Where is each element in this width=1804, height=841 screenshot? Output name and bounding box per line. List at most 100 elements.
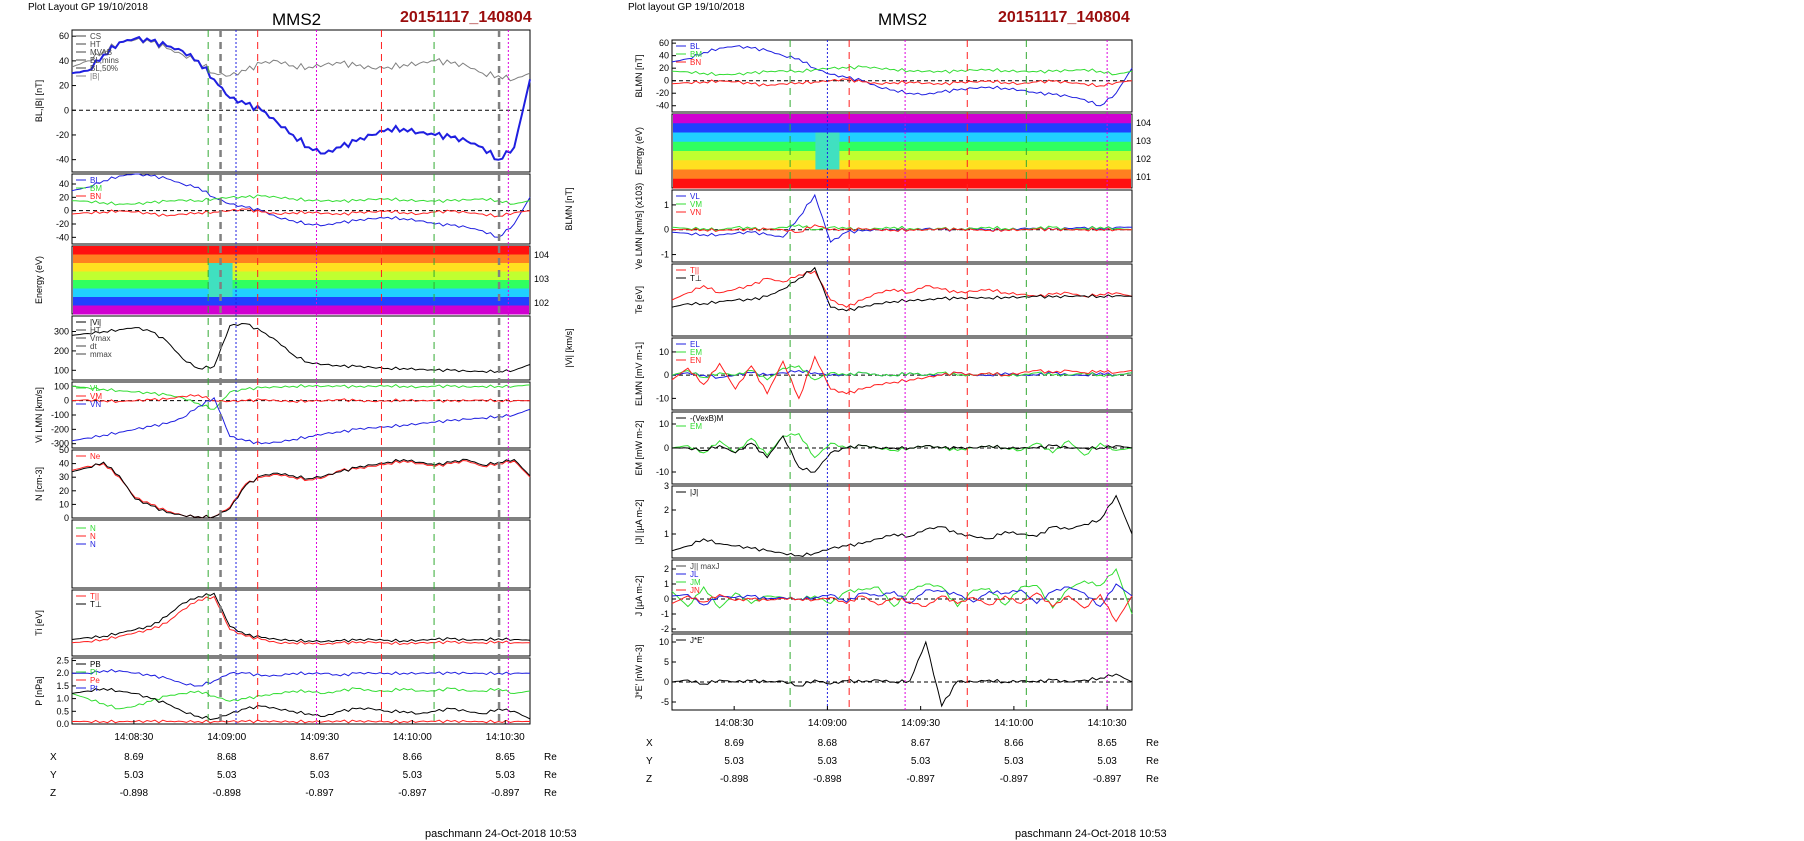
series-line — [71, 719, 531, 724]
y-axis-label: BLMN [nT] — [634, 54, 644, 97]
ephemeris-value: 8.65 — [1097, 738, 1117, 749]
panel-frame — [671, 337, 1133, 411]
ephemeris-value: 8.68 — [818, 738, 838, 749]
legend-label: CS — [90, 32, 101, 41]
layout-label: Plot layout GP 19/10/2018 — [628, 2, 745, 13]
series-line — [671, 567, 1133, 615]
legend-label: -(VexB)M — [690, 414, 724, 423]
series-line — [671, 270, 1133, 308]
spectrogram-band — [673, 123, 1131, 133]
series-line — [671, 45, 1133, 107]
spectrogram-band — [73, 288, 529, 298]
legend-label: EM — [690, 348, 702, 357]
spectrogram-band — [673, 151, 1131, 161]
y-tick-label: 0 — [64, 513, 69, 523]
series-line — [671, 365, 1133, 381]
y-axis-label: Ti [eV] — [34, 610, 44, 636]
x-tick-label: 14:09:30 — [901, 718, 940, 729]
series-line — [671, 592, 1133, 623]
panel-1: BL,|B| [nT] 60 40 20 0 -20 -40 CSHTMVABBL,minsB… — [34, 29, 531, 173]
legend-label: BN — [690, 58, 701, 67]
legend-label: MVAB — [90, 48, 112, 57]
legend-label: VM — [90, 392, 102, 401]
y-tick-label: 40 — [59, 459, 69, 469]
legend-label: HT — [90, 326, 101, 335]
y-tick-label: 0.5 — [56, 706, 69, 716]
y-axis-label: Energy (eV) — [634, 127, 644, 175]
y-tick-label: 10 — [659, 347, 669, 357]
layout-label: Plot Layout GP 19/10/2018 — [28, 2, 148, 13]
spectrogram-band — [673, 178, 1131, 189]
y-tick-label: 5 — [664, 657, 669, 667]
y-tick-label: 1.0 — [56, 694, 69, 704]
legend-label: T⊥ — [90, 600, 102, 609]
y-tick-label: 50 — [59, 445, 69, 455]
series-line — [71, 458, 531, 519]
ephemeris-value: -0.897 — [398, 788, 427, 799]
y-tick-label: 20 — [59, 81, 69, 91]
ephemeris-unit: Re — [1146, 756, 1159, 767]
legend-label: VL — [90, 384, 100, 393]
spectrogram-band — [73, 280, 529, 289]
y-tick-label: 2 — [664, 564, 669, 574]
left-plot-page: Plot Layout GP 19/10/2018 MMS2 20151117_… — [0, 0, 610, 841]
y-tick-label: -40 — [56, 232, 69, 242]
y-tick-label: -5 — [661, 697, 669, 707]
legend-label: T⊥ — [690, 274, 702, 283]
y-tick-label: 0 — [664, 370, 669, 380]
panel-4: Te [eV] T||T⊥ — [634, 263, 1133, 337]
legend-label: VN — [90, 400, 101, 409]
panel-frame — [71, 315, 531, 381]
panel-frame — [71, 589, 531, 657]
x-tick-label: 14:08:30 — [114, 732, 153, 743]
y-tick-label: 0 — [664, 594, 669, 604]
y-tick-label: 0 — [664, 677, 669, 687]
spectrogram-band — [73, 263, 529, 272]
y-tick-label: -1 — [661, 250, 669, 260]
y-tick-label: 40 — [659, 51, 669, 61]
ephemeris-unit: Re — [544, 752, 557, 763]
y-tick-label: 300 — [54, 327, 69, 337]
y-tick-label: 0 — [664, 76, 669, 86]
y-axis-label: J*E' [nW m-3] — [634, 645, 644, 700]
legend-label: N — [90, 540, 96, 549]
panel-6: N [cm-3] 50 40 30 20 10 0 Ne — [34, 445, 531, 523]
legend-label: Pt — [90, 684, 98, 693]
x-tick-label: 14:10:00 — [393, 732, 432, 743]
y-tick-label: 1.5 — [56, 681, 69, 691]
ephemeris-value: 8.65 — [496, 752, 516, 763]
legend-label: T|| — [90, 592, 99, 601]
y-tick-label: 104 — [1136, 118, 1151, 128]
panel-frame — [671, 485, 1133, 559]
y-tick-label: 1 — [664, 529, 669, 539]
series-line — [671, 640, 1133, 708]
legend-label: |J| — [690, 488, 698, 497]
ephemeris-value: 5.03 — [911, 756, 931, 767]
series-line — [671, 432, 1133, 459]
legend-label: BL,50% — [90, 64, 118, 73]
panel-frame — [671, 39, 1133, 113]
y-tick-label: -200 — [51, 424, 69, 434]
series-line — [71, 592, 531, 643]
ephemeris-coord: X — [50, 752, 57, 763]
y-axis-label: BLMN [nT] — [564, 187, 574, 230]
ephemeris-value: 5.03 — [217, 770, 237, 781]
panel-3: Energy (eV) 104 103 102 — [34, 245, 549, 315]
ephemeris-value: 5.03 — [496, 770, 516, 781]
y-tick-label: 20 — [59, 192, 69, 202]
panel-frame — [71, 29, 531, 173]
legend-label: BM — [90, 184, 102, 193]
legend-label: HT — [90, 40, 101, 49]
spectrogram-band — [673, 141, 1131, 152]
y-tick-label: -300 — [51, 439, 69, 449]
series-line — [71, 687, 531, 721]
ephemeris-unit: Re — [544, 770, 557, 781]
y-axis-label: EM [mW m-2] — [634, 421, 644, 476]
spectrogram-gap — [208, 263, 233, 297]
series-line — [71, 459, 531, 519]
ephemeris-coord: Z — [50, 788, 56, 799]
legend-label: EL — [690, 340, 700, 349]
ephemeris-value: -0.898 — [213, 788, 242, 799]
y-axis-label: N [cm-3] — [34, 467, 44, 501]
